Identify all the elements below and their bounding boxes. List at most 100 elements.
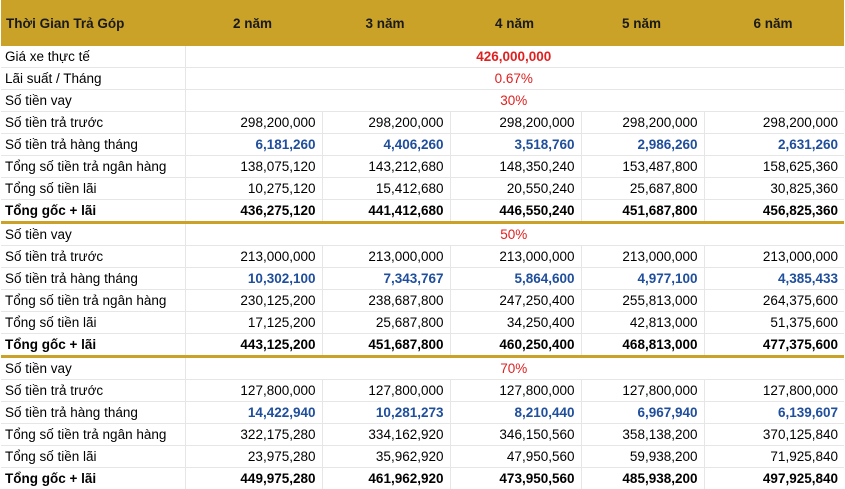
row-label: Tổng số tiền trả ngân hàng: [1, 290, 185, 312]
row-label: Tổng gốc + lãi: [1, 200, 185, 222]
value-cell: 264,375,600: [704, 290, 844, 312]
value-cell: 298,200,000: [322, 112, 450, 134]
header-year: 6 năm: [704, 0, 844, 46]
value-cell: 25,687,800: [581, 178, 704, 200]
header-row: Thời Gian Trả Góp 2 năm 3 năm 4 năm 5 nă…: [1, 0, 844, 46]
value-cell: 449,975,280: [185, 468, 322, 489]
value-cell: 10,275,120: [185, 178, 322, 200]
value-cell: 497,925,840: [704, 468, 844, 489]
row-label: Số tiền trả hàng tháng: [1, 134, 185, 156]
value-cell: 461,962,920: [322, 468, 450, 489]
value-cell: 213,000,000: [450, 246, 581, 268]
value-cell: 451,687,800: [322, 334, 450, 356]
header-title: Thời Gian Trả Góp: [1, 0, 185, 46]
row-label: Tổng số tiền lãi: [1, 178, 185, 200]
value-cell: 71,925,840: [704, 446, 844, 468]
value-cell: 20,550,240: [450, 178, 581, 200]
value-cell: 298,200,000: [450, 112, 581, 134]
value-cell: 10,281,273: [322, 402, 450, 424]
value-cell: 148,350,240: [450, 156, 581, 178]
price-row: Giá xe thực tế 426,000,000: [1, 46, 844, 68]
value-cell: 238,687,800: [322, 290, 450, 312]
value-cell: 2,986,260: [581, 134, 704, 156]
value-cell: 485,938,200: [581, 468, 704, 489]
value-cell: 213,000,000: [322, 246, 450, 268]
value-cell: 358,138,200: [581, 424, 704, 446]
price-label: Giá xe thực tế: [1, 46, 185, 68]
row-label: Số tiền trả trước: [1, 112, 185, 134]
value-cell: 213,000,000: [704, 246, 844, 268]
loan-label: Số tiền vay: [1, 90, 185, 112]
loan-label: Số tiền vay: [1, 224, 185, 246]
value-cell: 4,977,100: [581, 268, 704, 290]
value-cell: 451,687,800: [581, 200, 704, 222]
value-cell: 4,406,260: [322, 134, 450, 156]
value-cell: 138,075,120: [185, 156, 322, 178]
value-cell: 8,210,440: [450, 402, 581, 424]
value-cell: 456,825,360: [704, 200, 844, 222]
value-cell: 127,800,000: [450, 380, 581, 402]
value-cell: 298,200,000: [581, 112, 704, 134]
value-cell: 3,518,760: [450, 134, 581, 156]
value-cell: 14,422,940: [185, 402, 322, 424]
value-cell: 370,125,840: [704, 424, 844, 446]
loan-percent: 30%: [185, 90, 844, 112]
value-cell: 4,385,433: [704, 268, 844, 290]
value-cell: 6,967,940: [581, 402, 704, 424]
value-cell: 298,200,000: [185, 112, 322, 134]
loan-percent: 50%: [185, 224, 844, 246]
value-cell: 47,950,560: [450, 446, 581, 468]
value-cell: 10,302,100: [185, 268, 322, 290]
value-cell: 5,864,600: [450, 268, 581, 290]
value-cell: 6,181,260: [185, 134, 322, 156]
value-cell: 35,962,920: [322, 446, 450, 468]
value-cell: 42,813,000: [581, 312, 704, 334]
value-cell: 127,800,000: [185, 380, 322, 402]
value-cell: 460,250,400: [450, 334, 581, 356]
value-cell: 127,800,000: [704, 380, 844, 402]
price-value: 426,000,000: [185, 46, 844, 68]
row-label: Tổng số tiền trả ngân hàng: [1, 424, 185, 446]
value-cell: 59,938,200: [581, 446, 704, 468]
value-cell: 25,687,800: [322, 312, 450, 334]
rate-row: Lãi suất / Tháng 0.67%: [1, 68, 844, 90]
header-year: 5 năm: [581, 0, 704, 46]
value-cell: 127,800,000: [322, 380, 450, 402]
value-cell: 441,412,680: [322, 200, 450, 222]
value-cell: 346,150,560: [450, 424, 581, 446]
value-cell: 298,200,000: [704, 112, 844, 134]
loan-label: Số tiền vay: [1, 358, 185, 380]
value-cell: 443,125,200: [185, 334, 322, 356]
value-cell: 127,800,000: [581, 380, 704, 402]
value-cell: 23,975,280: [185, 446, 322, 468]
header-year: 3 năm: [322, 0, 450, 46]
value-cell: 143,212,680: [322, 156, 450, 178]
value-cell: 213,000,000: [581, 246, 704, 268]
row-label: Số tiền trả trước: [1, 380, 185, 402]
value-cell: 51,375,600: [704, 312, 844, 334]
rate-label: Lãi suất / Tháng: [1, 68, 185, 90]
value-cell: 15,412,680: [322, 178, 450, 200]
value-cell: 468,813,000: [581, 334, 704, 356]
value-cell: 247,250,400: [450, 290, 581, 312]
value-cell: 446,550,240: [450, 200, 581, 222]
value-cell: 255,813,000: [581, 290, 704, 312]
row-label: Số tiền trả hàng tháng: [1, 402, 185, 424]
header-year: 2 năm: [185, 0, 322, 46]
value-cell: 6,139,607: [704, 402, 844, 424]
